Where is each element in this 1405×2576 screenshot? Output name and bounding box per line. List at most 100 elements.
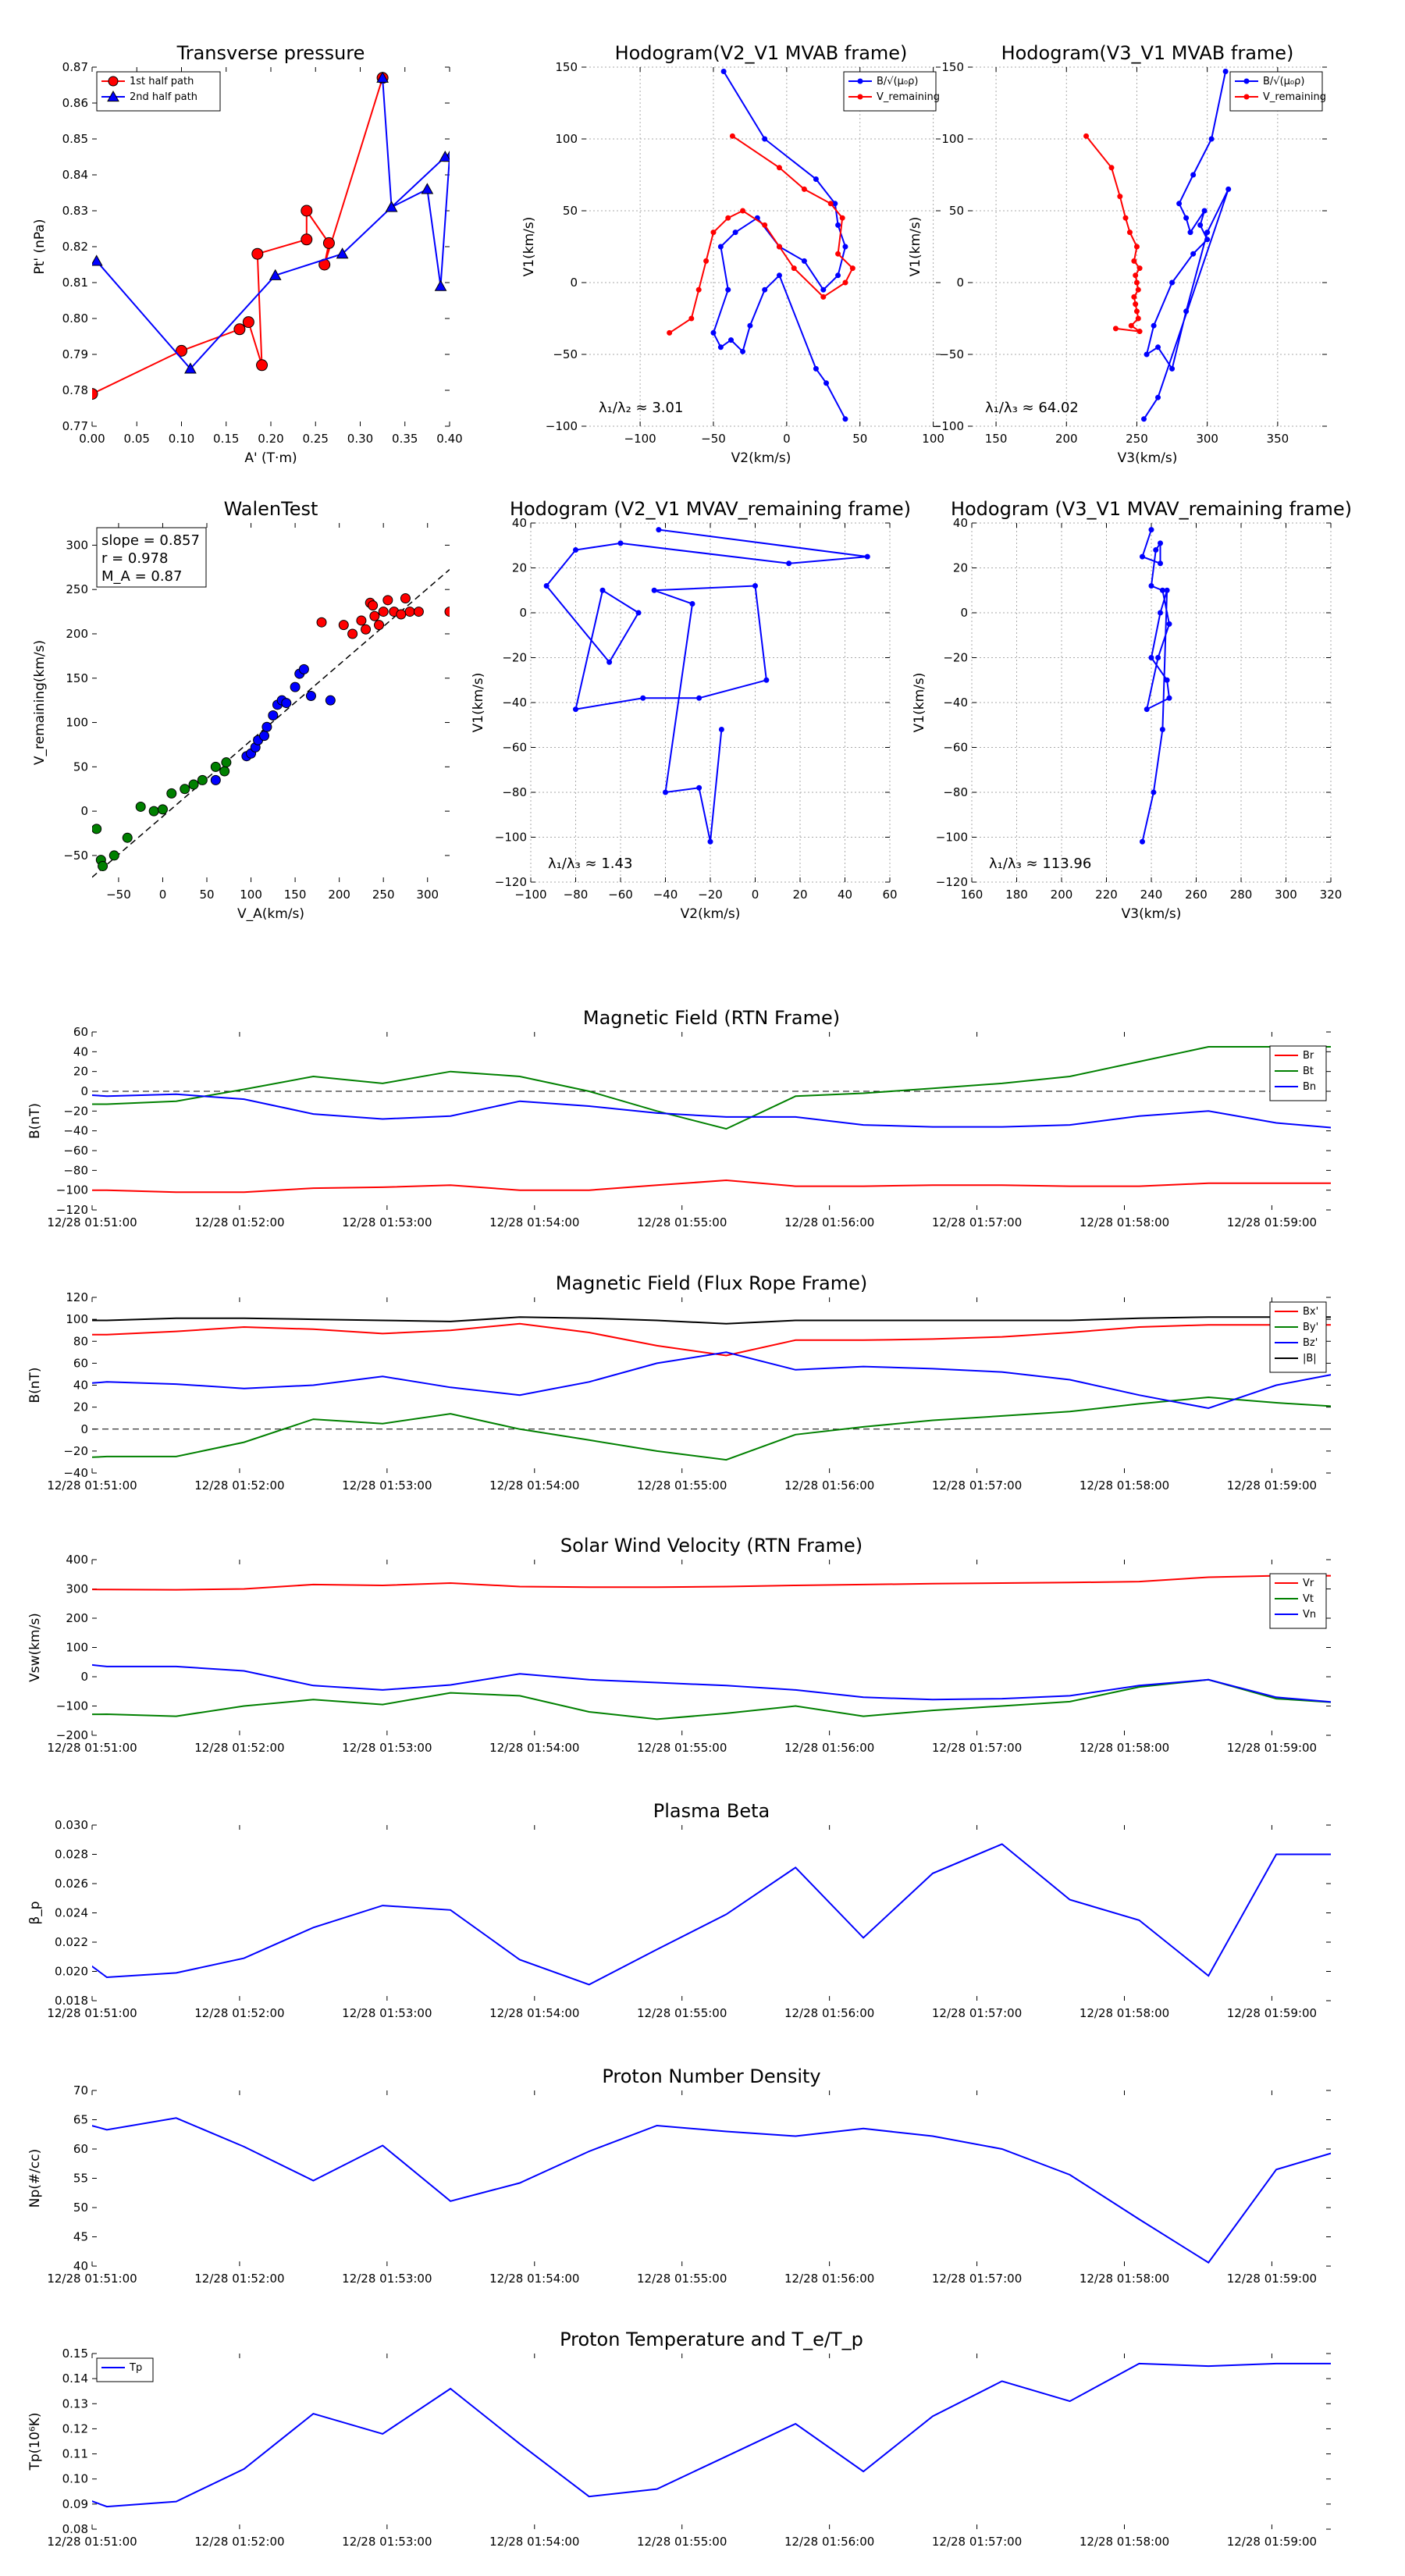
magnetic-field-flux-rope-legend-label: By': [1303, 1322, 1318, 1333]
proton-number-density-chart: 40 45 50 55 60 65 70 12/28 01:51:00 12/28 01:52:…: [27, 2065, 1331, 2286]
plasma-beta-xtick-label: 12/28 01:57:00: [932, 2006, 1022, 2020]
transverse-pressure-point-2nd half path: [376, 71, 389, 83]
solar-wind-velocity-rtn-xtick-label: 12/28 01:55:00: [637, 1741, 727, 1755]
hodogram-v2-v1-mvab-point-B/√(μ₀ρ): [835, 272, 841, 279]
walen-test-xtick-label: 0: [159, 888, 167, 902]
hodogram-v3-v1-mvab-xlabel: V3(km/s): [1118, 450, 1178, 466]
transverse-pressure-ytick-label: 0.82: [62, 240, 88, 254]
hodogram-v2-v1-mvab-point-B/√(μ₀ρ): [762, 286, 768, 293]
walen-test-ytick-label: 300: [66, 538, 88, 552]
magnetic-field-rtn-xtick-label: 12/28 01:57:00: [932, 1215, 1022, 1229]
plasma-beta-ytick-label: 0.018: [55, 1994, 88, 2008]
hodogram-v2-v1-mvav-ytick-label: 0: [519, 606, 527, 620]
walen-test-point-blue: [259, 731, 270, 742]
hodogram-v2-v1-mvab-xtick-label: 0: [783, 432, 791, 446]
proton-number-density-xtick-label: 12/28 01:55:00: [637, 2272, 727, 2286]
magnetic-field-flux-rope-xtick-label: 12/28 01:55:00: [637, 1478, 727, 1493]
transverse-pressure-xtick-label: 0.15: [213, 432, 239, 446]
transverse-pressure-point-2nd half path: [92, 254, 103, 266]
transverse-pressure-point-2nd half path: [269, 269, 282, 280]
hodogram-v3-v1-mvav-xtick-label: 180: [1005, 888, 1028, 902]
hodogram-v3-v1-mvab-series-B/√(μ₀ρ): [1143, 71, 1229, 420]
transverse-pressure-xlabel: A' (T·m): [244, 450, 297, 466]
magnetic-field-rtn-xtick-label: 12/28 01:53:00: [342, 1215, 432, 1229]
hodogram-v2-v1-mvab-annotation: λ₁/λ₂ ≈ 3.01: [599, 400, 683, 416]
magnetic-field-flux-rope-xtick-label: 12/28 01:58:00: [1080, 1478, 1169, 1493]
walen-test-plot-area: [92, 569, 450, 878]
transverse-pressure-ytick-label: 0.80: [62, 311, 88, 326]
magnetic-field-rtn-ytick-label: −100: [56, 1183, 88, 1197]
proton-temperature-xtick-label: 12/28 01:52:00: [194, 2535, 284, 2549]
magnetic-field-flux-rope-ytick-label: 20: [73, 1400, 88, 1414]
hodogram-v2-v1-mvab-legend-label: B/√(μ₀ρ): [877, 76, 918, 87]
proton-number-density-ytick-label: 60: [73, 2142, 88, 2156]
hodogram-v2-v1-mvab-point-V_remaining: [667, 329, 673, 336]
hodogram-v2-v1-mvav-point-hodogram: [635, 610, 642, 616]
hodogram-v2-v1-mvab-point-B/√(μ₀ρ): [776, 272, 782, 279]
plasma-beta-xtick-label: 12/28 01:51:00: [47, 2006, 137, 2020]
hodogram-v3-v1-mvav-point-hodogram: [1158, 610, 1163, 616]
hodogram-v3-v1-mvab-point-B/√(μ₀ρ): [1225, 186, 1232, 192]
hodogram-v3-v1-mvab-title: Hodogram(V3_V1 MVAB frame): [1001, 42, 1294, 64]
walen-test-point-green: [219, 766, 230, 777]
hodogram-v2-v1-mvab-point-V_remaining: [801, 186, 807, 192]
hodogram-v2-v1-mvav-series-hodogram: [545, 528, 868, 842]
transverse-pressure-point-1st half path: [176, 344, 187, 357]
hodogram-v2-v1-mvav-point-hodogram: [656, 527, 662, 533]
hodogram-v2-v1-mvab-point-B/√(μ₀ρ): [842, 416, 848, 422]
magnetic-field-flux-rope-ytick-label: 100: [66, 1312, 88, 1326]
hodogram-v2-v1-mvab-point-V_remaining: [725, 215, 731, 221]
hodogram-v3-v1-mvab-point-V_remaining: [1133, 279, 1140, 286]
hodogram-v3-v1-mvab-point-B/√(μ₀ρ): [1169, 365, 1176, 372]
hodogram-v2-v1-mvav-ytick-label: −80: [502, 785, 527, 799]
proton-temperature-xtick-label: 12/28 01:51:00: [47, 2535, 137, 2549]
hodogram-v2-v1-mvab-point-legend-B/√(μ₀ρ): [857, 78, 863, 84]
hodogram-v3-v1-mvav-point-hodogram: [1159, 727, 1165, 732]
transverse-pressure-xtick-label: 0.10: [169, 432, 194, 446]
hodogram-v3-v1-mvav-ytick-label: 20: [953, 561, 968, 575]
magnetic-field-flux-rope-series-By': [92, 1396, 1331, 1461]
plasma-beta-ytick-label: 0.028: [55, 1848, 88, 1862]
solar-wind-velocity-rtn-legend: [1269, 1573, 1327, 1629]
hodogram-v3-v1-mvav-xtick-label: 240: [1140, 888, 1163, 902]
hodogram-v2-v1-mvav-point-hodogram: [640, 695, 646, 701]
hodogram-v3-v1-mvab-point-B/√(μ₀ρ): [1208, 136, 1215, 142]
magnetic-field-flux-rope-series-|B|: [92, 1316, 1331, 1325]
plasma-beta-ylabel: β_p: [27, 1901, 43, 1924]
hodogram-v3-v1-mvab-point-B/√(μ₀ρ): [1151, 322, 1157, 329]
walen-test-point-red: [368, 600, 379, 611]
hodogram-v3-v1-mvab-point-B/√(μ₀ρ): [1176, 201, 1183, 207]
hodogram-v2-v1-mvav-ytick-label: −60: [502, 741, 527, 755]
solar-wind-velocity-rtn-series-Vn: [92, 1663, 1331, 1703]
hodogram-v2-v1-mvab-xlabel: V2(km/s): [731, 450, 791, 466]
proton-number-density-xtick-label: 12/28 01:56:00: [784, 2272, 874, 2286]
hodogram-v3-v1-mvab-point-B/√(μ₀ρ): [1204, 237, 1211, 243]
walen-test-point-green: [197, 774, 208, 785]
hodogram-v2-v1-mvav-xtick-label: 40: [838, 888, 852, 902]
walen-test-title: WalenTest: [224, 498, 318, 520]
hodogram-v3-v1-mvab-point-V_remaining: [1135, 286, 1141, 293]
proton-temperature-xtick-label: 12/28 01:53:00: [342, 2535, 432, 2549]
hodogram-v2-v1-mvab-point-V_remaining: [776, 244, 782, 250]
hodogram-v2-v1-mvab-point-B/√(μ₀ρ): [747, 322, 753, 329]
hodogram-v3-v1-mvab-point-B/√(μ₀ρ): [1187, 229, 1193, 236]
solar-wind-velocity-rtn-xtick-label: 12/28 01:56:00: [784, 1741, 874, 1755]
proton-number-density-ylabel: Np(#/cc): [27, 2149, 43, 2208]
hodogram-v3-v1-mvab-point-V_remaining: [1126, 229, 1133, 236]
solar-wind-velocity-rtn-series-Vt: [92, 1678, 1331, 1720]
walen-test-fit-line: [92, 569, 450, 878]
walen-test-point-blue: [325, 695, 336, 706]
hodogram-v3-v1-mvab-point-B/√(μ₀ρ): [1144, 351, 1150, 358]
hodogram-v2-v1-mvav-annotation: λ₁/λ₃ ≈ 1.43: [548, 856, 632, 872]
plasma-beta-ytick-label: 0.030: [55, 1818, 88, 1832]
hodogram-v3-v1-mvab-point-V_remaining: [1136, 265, 1143, 272]
walen-test-stat: M_A = 0.87: [101, 568, 182, 585]
hodogram-v2-v1-mvab-point-B/√(μ₀ρ): [813, 365, 819, 372]
proton-temperature-ytick-label: 0.10: [62, 2472, 88, 2486]
transverse-pressure-point-1st half path: [256, 359, 269, 372]
plasma-beta-series-beta: [92, 1843, 1331, 1986]
hodogram-v3-v1-mvab-point-V_remaining: [1112, 326, 1119, 332]
hodogram-v2-v1-mvab-ylabel: V1(km/s): [521, 217, 537, 277]
hodogram-v3-v1-mvav-point-hodogram: [1140, 838, 1145, 845]
